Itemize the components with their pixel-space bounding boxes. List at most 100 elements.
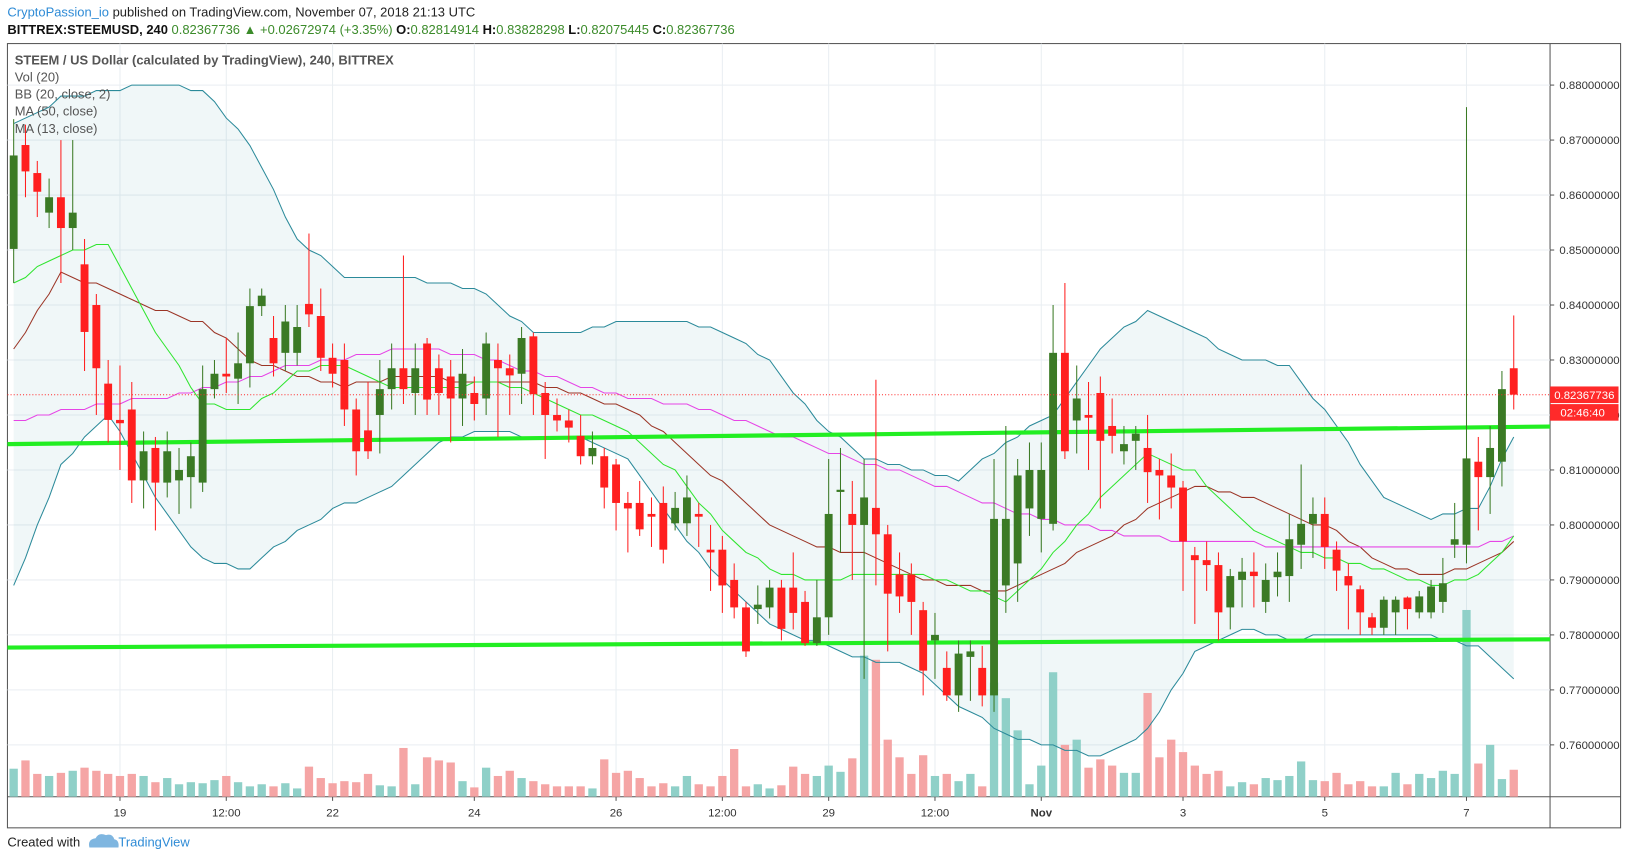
- footer-created: Created with: [7, 835, 80, 850]
- candle-body: [245, 306, 254, 364]
- candle-body: [1438, 583, 1447, 602]
- volume-bar: [363, 773, 373, 797]
- candle-body: [434, 368, 443, 393]
- trendline: [7, 424, 1551, 447]
- volume-bar: [1403, 784, 1412, 797]
- volume-bar: [1450, 773, 1459, 797]
- volume-bar: [316, 778, 325, 797]
- candle-body: [635, 502, 644, 530]
- volume-bar: [1107, 765, 1117, 797]
- footer-brand[interactable]: TradingView: [118, 835, 190, 850]
- candle-body: [151, 447, 160, 483]
- candle-body: [659, 502, 668, 550]
- candle-body: [222, 373, 231, 377]
- volume-bar: [387, 786, 396, 797]
- y-tick-label: 0.86000000: [1559, 190, 1619, 202]
- volume-bar: [659, 783, 668, 797]
- volume-bar: [1190, 765, 1199, 797]
- volume-bar: [966, 773, 975, 797]
- volume-bar: [80, 767, 89, 797]
- candle-body: [1214, 565, 1223, 613]
- volume-bar: [871, 659, 881, 797]
- candle-body: [56, 197, 65, 229]
- volume-bar: [1285, 775, 1294, 797]
- low-value: 0.82075445: [581, 22, 649, 37]
- volume-bar: [1001, 698, 1010, 797]
- candle-body: [588, 447, 597, 457]
- open-value: 0.82814914: [411, 22, 479, 37]
- high-value: 0.83828298: [496, 22, 564, 37]
- candle-body: [1143, 447, 1152, 473]
- volume-bar: [954, 781, 963, 797]
- candle-body: [1368, 617, 1376, 628]
- volume-bar: [670, 786, 680, 797]
- volume-bar: [340, 781, 349, 797]
- y-tick-label: 0.76000000: [1559, 740, 1619, 752]
- candle-body: [1320, 513, 1329, 547]
- candle-body: [234, 363, 243, 379]
- candle-body: [1131, 433, 1140, 441]
- x-tick-label: 12:00: [708, 807, 737, 819]
- candle-body: [954, 653, 963, 696]
- volume-bar: [611, 772, 621, 797]
- candle-body: [1167, 475, 1176, 488]
- candle-body: [505, 368, 514, 376]
- volume-bar: [1048, 672, 1058, 797]
- candle-body: [316, 316, 325, 358]
- volume-bar: [92, 770, 101, 797]
- volume-bar: [505, 770, 514, 797]
- candle-body: [895, 574, 904, 597]
- candle-body: [305, 303, 313, 315]
- volume-bar: [399, 747, 408, 797]
- volume-bar: [411, 784, 420, 797]
- candle-body: [1179, 487, 1187, 542]
- volume-bar: [1415, 773, 1424, 797]
- volume-bar: [564, 786, 573, 797]
- volume-bar: [576, 786, 585, 797]
- candle-body: [682, 497, 691, 524]
- volume-bar: [434, 760, 444, 797]
- candle-body: [33, 173, 42, 192]
- candle-body: [647, 513, 656, 517]
- candle-body: [1474, 461, 1483, 478]
- candle-body: [1249, 571, 1258, 577]
- volume-bar: [245, 786, 255, 797]
- candle-body: [1427, 586, 1436, 613]
- countdown-box: [1550, 404, 1619, 421]
- bollinger-band-fill: [13, 85, 1514, 756]
- candle-body: [446, 376, 455, 399]
- candle-body: [836, 489, 845, 492]
- volume-bar: [1072, 739, 1081, 797]
- x-tick-label: 5: [1322, 807, 1328, 819]
- candle-body: [517, 338, 526, 374]
- volume-bar: [1332, 772, 1341, 797]
- candle-body: [163, 451, 172, 483]
- candle-body: [1261, 579, 1270, 602]
- candle-body: [1415, 596, 1424, 613]
- candle-body: [1108, 425, 1117, 436]
- candle-body: [1084, 414, 1093, 418]
- candle-body: [883, 534, 892, 594]
- trendline: [7, 637, 1551, 650]
- candle-body: [1450, 539, 1459, 545]
- candle-body: [966, 651, 975, 657]
- volume-bar: [458, 781, 467, 797]
- y-tick-label: 0.84000000: [1559, 300, 1619, 312]
- candle-body: [812, 617, 821, 644]
- volume-bar: [222, 775, 231, 797]
- volume-bar: [1320, 781, 1329, 797]
- candle-body: [80, 264, 89, 332]
- candle-body: [375, 389, 384, 415]
- moving-average: [13, 244, 1515, 603]
- candle-body: [198, 389, 207, 483]
- chart-frame: [6, 43, 1622, 829]
- candle-body: [340, 359, 349, 410]
- candle-body: [1060, 352, 1069, 452]
- volume-bar: [1379, 786, 1388, 797]
- candle-body: [1072, 398, 1081, 421]
- author-link[interactable]: CryptoPassion_io: [7, 5, 109, 20]
- candle-body: [175, 469, 183, 481]
- open-label: O:: [393, 22, 411, 37]
